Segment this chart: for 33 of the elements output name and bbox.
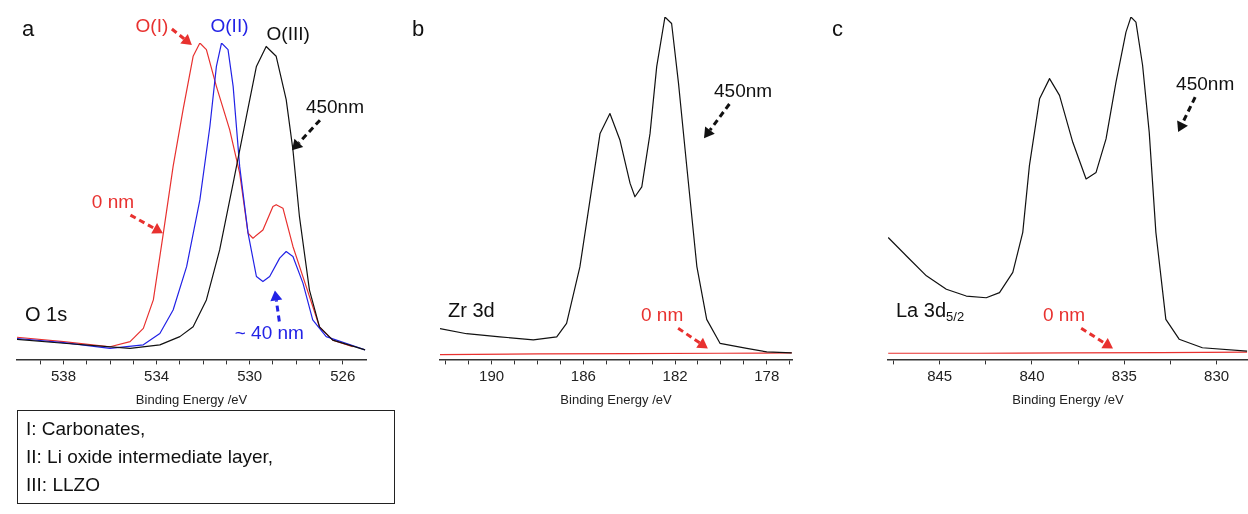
series-label: 0 nm	[640, 304, 684, 326]
x-tick-label: 830	[1204, 366, 1230, 384]
chart-title: c	[832, 16, 843, 42]
chart-title: b	[412, 16, 425, 42]
annotation: O 1s	[25, 302, 68, 325]
series-label: 450nm	[714, 80, 773, 102]
x-tick-label: 182	[662, 366, 688, 384]
x-axis-title: Binding Energy /eV	[135, 391, 248, 407]
annotation: O(I)	[135, 15, 169, 37]
x-tick-label: 186	[570, 366, 596, 384]
x-tick-label: 534	[144, 366, 170, 384]
x-tick-label: 835	[1111, 366, 1137, 384]
x-tick-label: 526	[330, 366, 356, 384]
series-label: 450nm	[1176, 73, 1235, 95]
x-tick-label: 178	[754, 366, 780, 384]
x-tick-label: 190	[479, 366, 505, 384]
annotation: O(II)	[210, 15, 249, 37]
x-axis-title: Binding Energy /eV	[560, 391, 672, 407]
x-tick-label: 538	[51, 366, 77, 384]
series-label: 0 nm	[1042, 304, 1086, 326]
x-axis-title: Binding Energy /eV	[1012, 391, 1124, 407]
x-tick-label: 530	[237, 366, 263, 384]
legend-label: ~ 40 nm	[234, 321, 304, 343]
series-label: 450nm	[305, 96, 364, 118]
series-label: 0 nm	[91, 191, 135, 213]
text: III: LLZO	[26, 473, 101, 497]
text: I: Carbonates,	[26, 417, 147, 441]
text: II: Li oxide intermediate layer,	[26, 445, 275, 469]
x-tick-label: 845	[927, 366, 953, 384]
chart-title: a	[22, 16, 35, 42]
x-tick-label: 840	[1019, 366, 1045, 384]
annotation: O(III)	[266, 22, 310, 44]
annotation: Zr 3d	[448, 298, 495, 321]
